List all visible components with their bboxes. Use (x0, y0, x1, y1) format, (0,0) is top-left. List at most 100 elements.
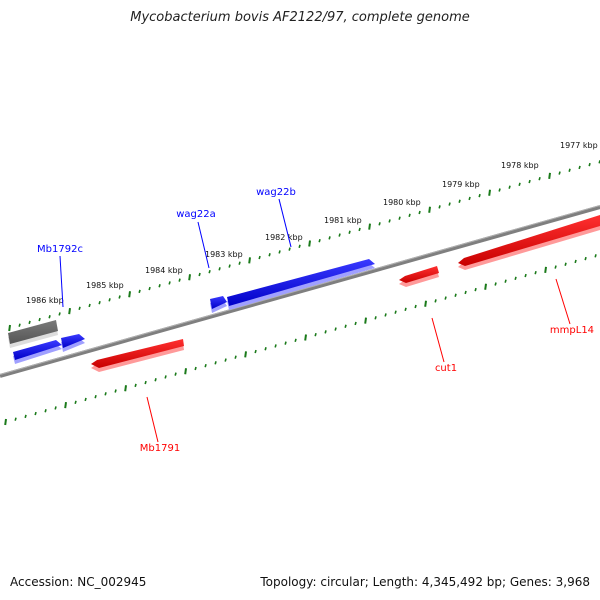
lower-scale-tick (215, 361, 216, 364)
genome-summary: Topology: circular; Length: 4,345,492 bp… (260, 575, 590, 589)
lower-scale-tick (255, 350, 256, 353)
lower-scale-tick (145, 381, 146, 384)
upper-scale-tick (319, 239, 320, 242)
upper-scale-tick (289, 248, 290, 251)
gene-label-mmpL14[interactable]: mmpL14 (550, 325, 594, 336)
lower-scale-tick (85, 398, 86, 401)
upper-scale-tick (39, 318, 40, 321)
upper-scale-tick (439, 205, 440, 208)
lower-scale-tick (235, 356, 236, 359)
gene-label-cut1[interactable]: cut1 (435, 363, 457, 374)
upper-scale-tick (129, 291, 130, 297)
lower-scale-tick (335, 328, 336, 331)
lower-scale-tick (515, 277, 516, 280)
lower-scale-tick (305, 335, 306, 341)
lower-scale-tick (495, 282, 496, 285)
upper-scale-tick (249, 257, 250, 263)
upper-scale-tick (419, 211, 420, 214)
upper-scale-tick (189, 274, 190, 280)
upper-scale-tick (489, 190, 490, 196)
lower-scale-tick (155, 378, 156, 381)
upper-scale-tick (59, 312, 60, 315)
lower-scale-tick (555, 266, 556, 269)
upper-scale-tick (229, 265, 230, 268)
upper-scale-tick (409, 214, 410, 217)
gene-small-blue-feature[interactable] (61, 334, 85, 352)
scale-label: 1978 kbp (501, 161, 539, 170)
upper-scale-tick (449, 203, 450, 206)
upper-scale-tick (579, 166, 580, 169)
gene-label-wag22a[interactable]: wag22a (176, 209, 216, 220)
scale-label: 1981 kbp (324, 216, 362, 225)
accession-text: Accession: NC_002945 (10, 575, 146, 589)
upper-scale-tick (569, 169, 570, 172)
scale-label: 1980 kbp (383, 198, 421, 207)
upper-scale-tick (399, 217, 400, 220)
lower-scale-tick (535, 271, 536, 274)
lower-scale-tick (385, 313, 386, 316)
lower-scale-tick (405, 308, 406, 311)
lower-scale-tick (135, 384, 136, 387)
lower-scale-tick (105, 392, 106, 395)
gene-leader-line (556, 279, 570, 324)
upper-scale-tick (119, 296, 120, 299)
upper-scale-tick (79, 307, 80, 310)
genome-backbone-highlight (0, 206, 600, 375)
upper-scale-tick (299, 245, 300, 248)
upper-scale-tick (309, 241, 310, 247)
gene-wag22b-feature[interactable] (227, 259, 375, 310)
lower-scale-tick (185, 368, 186, 374)
upper-scale-tick (499, 188, 500, 191)
scale-label: 1983 kbp (205, 250, 243, 259)
lower-scale-tick (505, 280, 506, 283)
lower-scale-tick (355, 322, 356, 325)
gene-wag22a-feature[interactable] (210, 296, 227, 313)
upper-scale-tick (549, 173, 550, 179)
lower-scale-tick (55, 406, 56, 409)
lower-scale-tick (585, 257, 586, 260)
lower-scale-tick (425, 301, 426, 307)
lower-scale-tick (315, 333, 316, 336)
gene-leader-line (198, 222, 209, 268)
lower-scale-tick (435, 299, 436, 302)
gene-label-Mb1791[interactable]: Mb1791 (140, 443, 180, 454)
upper-scale-tick (349, 231, 350, 234)
upper-scale-tick (279, 250, 280, 253)
lower-scale-tick (175, 373, 176, 376)
lower-scale-tick (65, 402, 66, 408)
gene-cut1-feature[interactable] (399, 266, 439, 287)
upper-scale-tick (109, 298, 110, 301)
lower-scale-tick (395, 311, 396, 314)
upper-scale-tick (209, 270, 210, 273)
upper-scale-tick (339, 234, 340, 237)
gene-label-wag22b[interactable]: wag22b (256, 187, 296, 198)
upper-scale-tick (149, 287, 150, 290)
upper-scale-tick (379, 222, 380, 225)
lower-scale-tick (15, 418, 16, 421)
upper-scale-tick (329, 236, 330, 239)
upper-scale-tick (219, 267, 220, 270)
lower-scale-tick (485, 284, 486, 290)
scale-label: 1982 kbp (265, 233, 303, 242)
upper-scale-tick (389, 219, 390, 222)
gene-leader-line (147, 397, 158, 442)
lower-scale-tick (25, 415, 26, 418)
lower-scale-tick (115, 390, 116, 393)
upper-scale-tick (369, 224, 370, 230)
lower-scale-tick (465, 291, 466, 294)
lower-scale-tick (325, 330, 326, 333)
lower-scale-tick (295, 339, 296, 342)
scale-label: 1979 kbp (442, 180, 480, 189)
gene-leader-line (432, 318, 444, 362)
upper-scale-tick (69, 308, 70, 314)
lower-scale-tick (125, 385, 126, 391)
gene-label-Mb1792c[interactable]: Mb1792c (37, 244, 83, 255)
upper-scale-tick (169, 281, 170, 284)
lower-scale-tick (595, 254, 596, 257)
lower-scale-tick (285, 342, 286, 345)
lower-scale-tick (525, 274, 526, 277)
lower-scale-tick (95, 395, 96, 398)
upper-scale-tick (139, 290, 140, 293)
gene-Mb1791-feature[interactable] (91, 339, 184, 372)
lower-scale-tick (545, 267, 546, 273)
